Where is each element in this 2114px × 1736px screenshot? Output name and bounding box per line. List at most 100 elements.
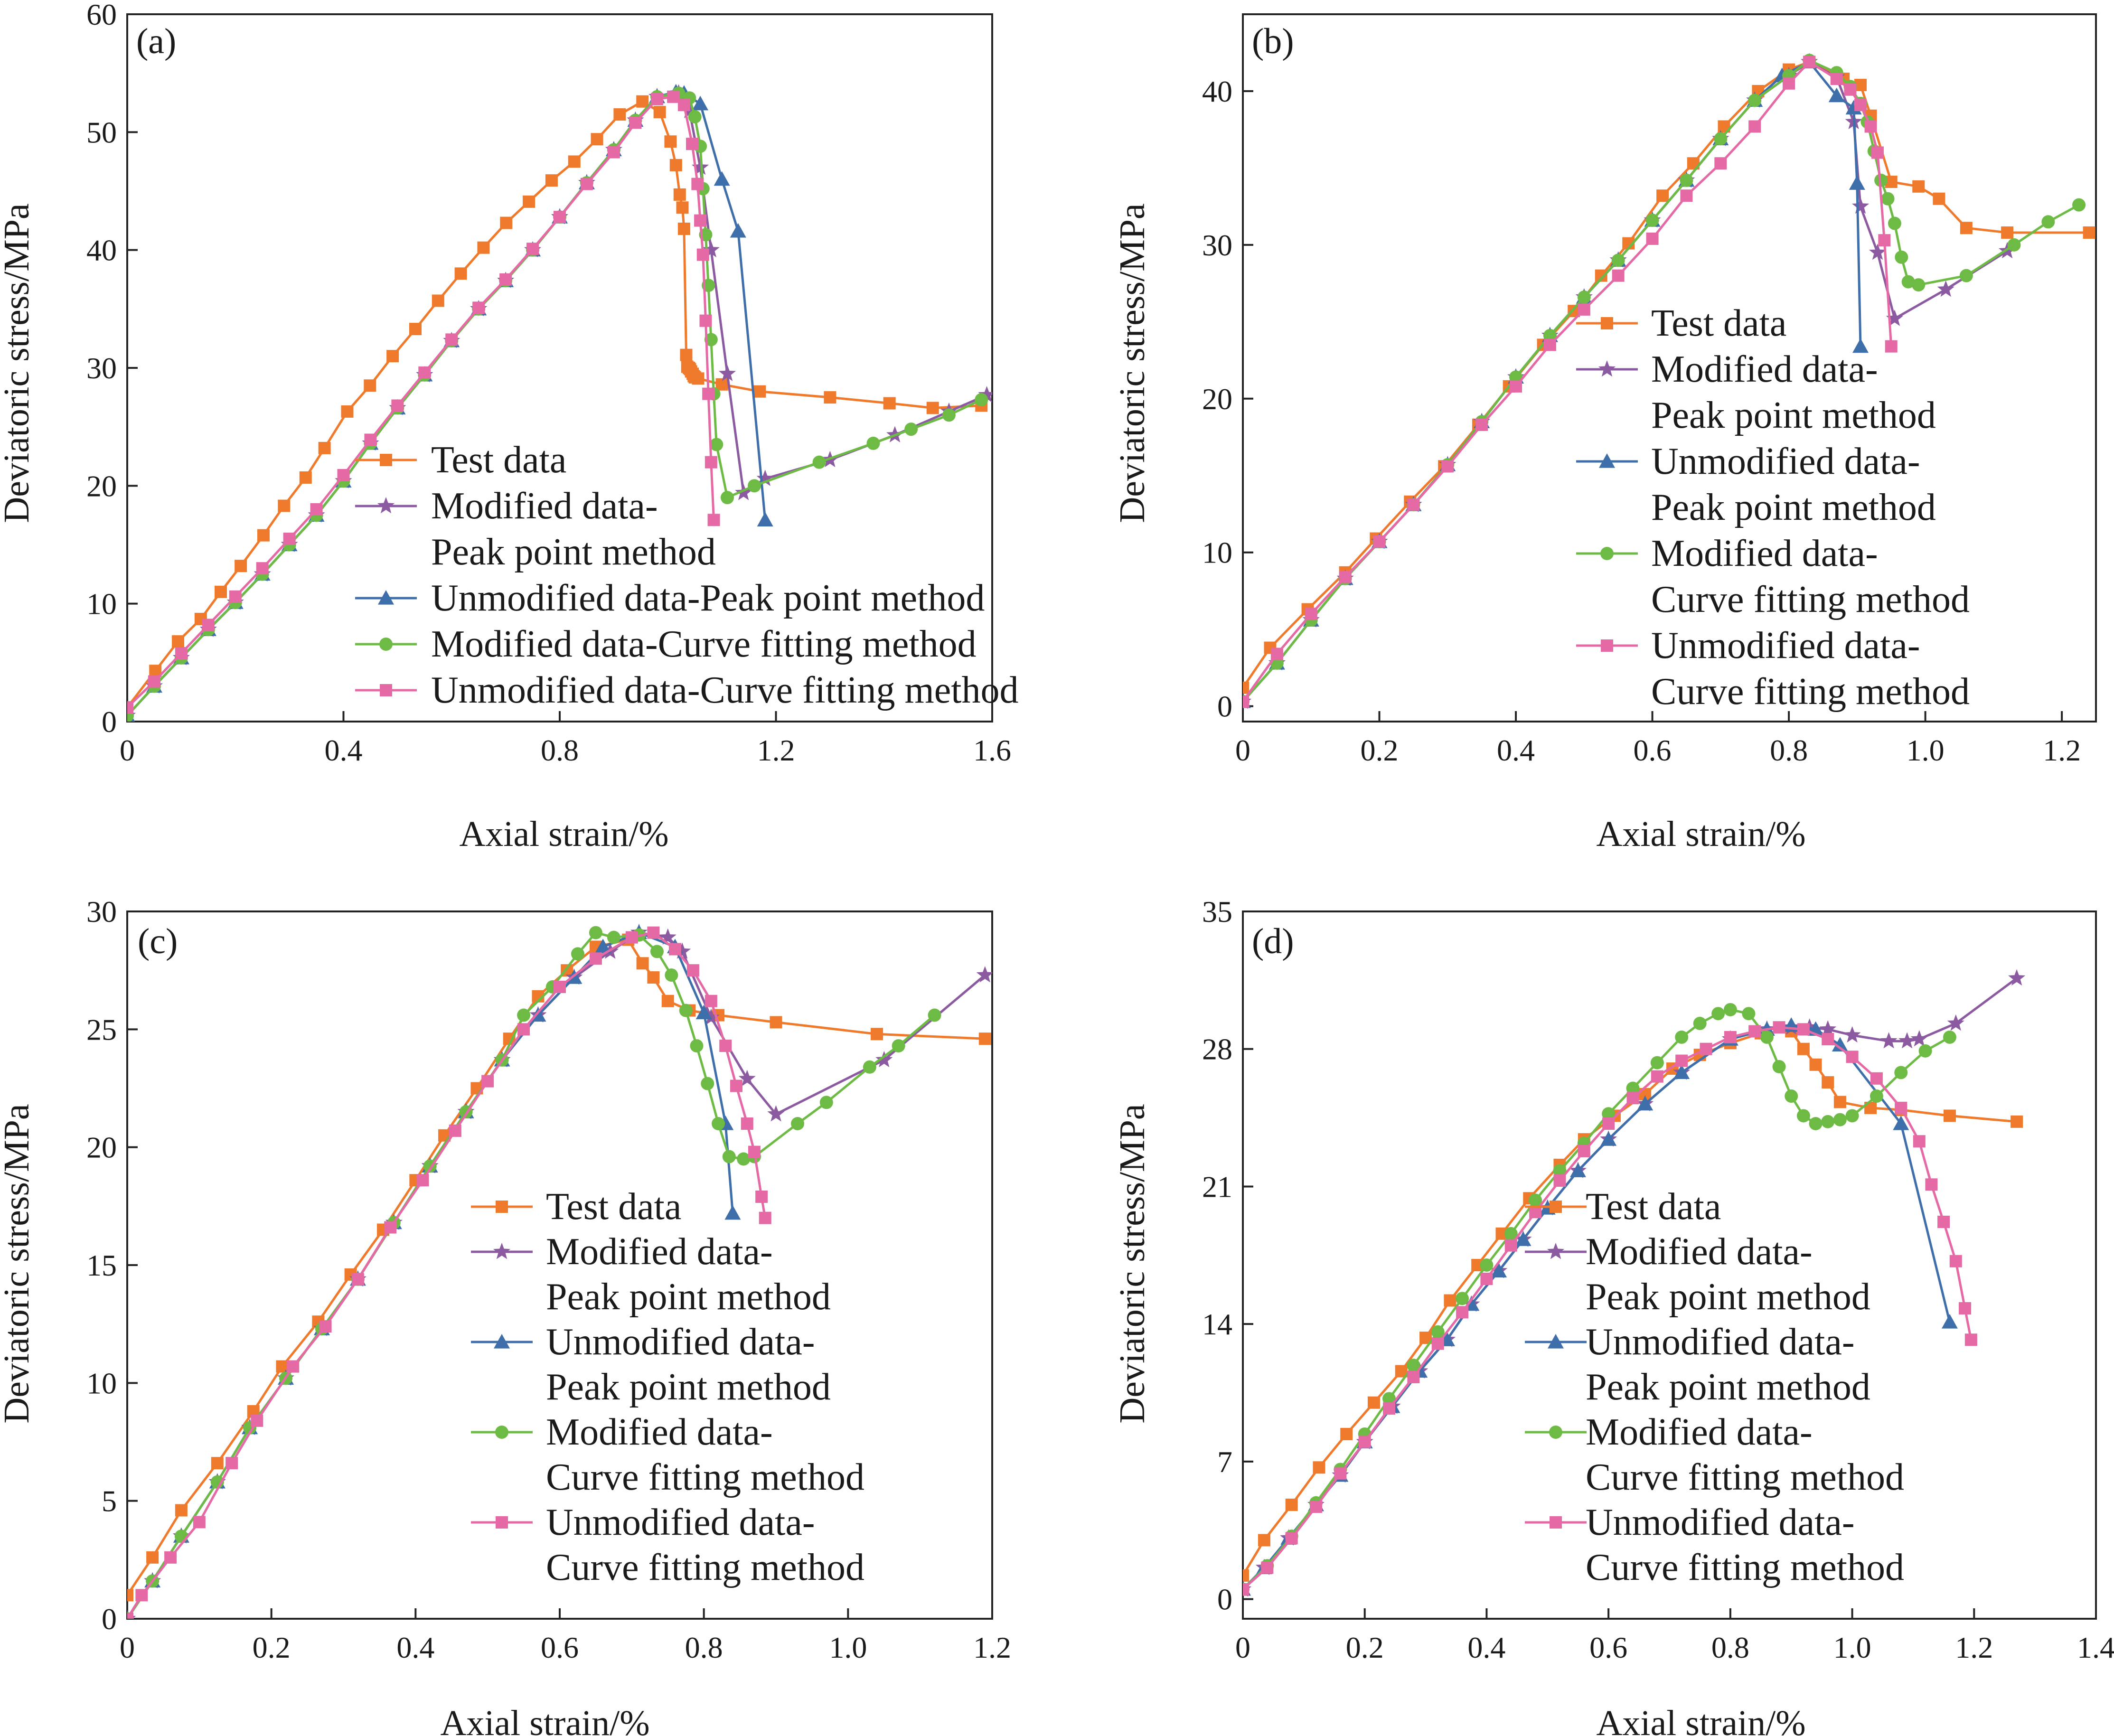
panel-1-unmodified-data-curve-fitting-method-point bbox=[705, 456, 717, 469]
panel-3-unmodified-data-curve-fitting-method-point bbox=[759, 1211, 771, 1224]
panel-2-modified-data-curve-fitting-method-point bbox=[1874, 173, 1888, 187]
panel-3-unmodified-data-curve-fitting-method-point bbox=[384, 1221, 397, 1234]
panel-1-modified-data-curve-fitting-method-point bbox=[812, 455, 826, 469]
panel-1-legend-unmodified-data-peak-point-method-text: Unmodified data-Peak point method bbox=[431, 577, 985, 619]
panel-2-unmodified-data-curve-fitting-method-point bbox=[1854, 99, 1867, 112]
panel-4-legend-unmodified-data-peak-point-method-text: Unmodified data- bbox=[1586, 1321, 1854, 1363]
panel-3-test-data-point bbox=[636, 957, 649, 970]
panel-2-modified-data-curve-fitting-method-point bbox=[1895, 250, 1908, 264]
panel-3-unmodified-data-peak-point-method-point bbox=[595, 938, 611, 954]
panel-2-modified-data-curve-fitting-method-point bbox=[1714, 132, 1728, 146]
panel-2-y-tick-label: 30 bbox=[1202, 228, 1232, 262]
panel-4-unmodified-data-curve-fitting-method-point bbox=[1310, 1501, 1323, 1513]
panel-4-test-data-point bbox=[1285, 1498, 1298, 1511]
panel-2-unmodified-data-curve-fitting-method-point bbox=[1871, 146, 1884, 159]
y-axis-title-b: Deviatoric stress/MPa bbox=[1112, 203, 1152, 523]
panel-3-unmodified-data-curve-fitting-method-point bbox=[719, 1040, 732, 1052]
panel-4-modified-data-curve-fitting-method-point bbox=[1602, 1107, 1616, 1121]
panel-3-modified-data-curve-fitting-method-point bbox=[690, 1039, 704, 1053]
panel-1-legend-modified-data-curve-fitting-method-text: Modified data-Curve fitting method bbox=[431, 623, 977, 665]
panel-1-test-data-point bbox=[454, 267, 467, 280]
panel-4-legend-test-data-marker bbox=[1550, 1201, 1562, 1213]
panel-4-unmodified-data-curve-fitting-method-point bbox=[1285, 1532, 1298, 1545]
panel-3-test-data-point bbox=[276, 1360, 289, 1373]
panel-2-unmodified-data-curve-fitting-method-point bbox=[1680, 189, 1693, 202]
panel-3-unmodified-data-curve-fitting-method-point bbox=[416, 1174, 429, 1187]
panel-3-legend-test-data-marker bbox=[496, 1201, 508, 1213]
panel-4-unmodified-data-peak-point-method-point bbox=[1491, 1263, 1507, 1278]
panel-4-modified-data-curve-fitting-method-point bbox=[1870, 1089, 1883, 1103]
panel-4-modified-data-curve-fitting-method-point bbox=[1431, 1325, 1445, 1339]
panel-1-unmodified-data-curve-fitting-method-point bbox=[629, 116, 642, 129]
panel-4-modified-data-curve-fitting-method-point bbox=[1711, 1007, 1725, 1021]
panel-4-unmodified-data-curve-fitting-method-point bbox=[1651, 1070, 1663, 1083]
panel-1-modified-data-curve-fitting-method-point bbox=[975, 393, 988, 407]
panel-1-y-tick-label: 60 bbox=[86, 0, 117, 31]
panel-4-unmodified-data-curve-fitting-method-point bbox=[1964, 1333, 1977, 1346]
panel-2-series-group bbox=[1243, 53, 2095, 709]
panel-3-y-tick-label: 10 bbox=[86, 1366, 117, 1400]
panel-3-x-tick-label: 0.8 bbox=[685, 1631, 723, 1664]
panel-3-unmodified-data-curve-fitting-method-point bbox=[127, 1613, 133, 1619]
panel-2-modified-data-curve-fitting-method-point bbox=[1611, 253, 1625, 267]
panel-3-y-tick-label: 30 bbox=[86, 895, 117, 929]
panel-1-series-group bbox=[127, 84, 992, 722]
panel-2-x-tick-label: 1.0 bbox=[1907, 733, 1945, 767]
panel-2-x-tick-label: 0.4 bbox=[1497, 733, 1535, 767]
panel-4-test-data-point bbox=[1797, 1042, 1810, 1055]
panel-4-legend-unmodified-data-curve-fitting-method-marker bbox=[1550, 1516, 1562, 1529]
panel-2-legend-unmodified-data-peak-point-method-text: Unmodified data- bbox=[1651, 441, 1920, 482]
panel-4-modified-data-curve-fitting-method-point bbox=[1760, 1030, 1774, 1044]
panel-2-unmodified-data-curve-fitting-method-point bbox=[1510, 380, 1522, 393]
panel-1-modified-data-curve-fitting-method-point bbox=[721, 491, 734, 505]
panel-1-x-tick-label: 0 bbox=[120, 733, 135, 767]
panel-3-modified-data-curve-fitting-method-point bbox=[571, 947, 584, 961]
panel-4-unmodified-data-curve-fitting-method-point bbox=[1504, 1239, 1517, 1252]
panel-2-unmodified-data-curve-fitting-method-point bbox=[1830, 73, 1843, 85]
panel-4-x-tick-label: 1.2 bbox=[1955, 1631, 1993, 1664]
panel-2-modified-data-curve-fitting-method-point bbox=[1901, 275, 1915, 289]
panel-1-modified-data-curve-fitting-method-point bbox=[747, 479, 761, 493]
panel-4-test-data-point bbox=[1822, 1076, 1834, 1089]
panel-4-unmodified-data-curve-fitting-method-point bbox=[1870, 1072, 1883, 1085]
panel-1-unmodified-data-curve-fitting-method-point bbox=[691, 178, 704, 190]
panel-2-legend-unmodified-data-curve-fitting-method-marker bbox=[1601, 639, 1613, 652]
panel-1-unmodified-data-peak-point-method-point bbox=[730, 223, 746, 238]
panel-1-test-data-point bbox=[477, 241, 490, 254]
panel-2-unmodified-data-curve-fitting-method-point bbox=[1783, 77, 1795, 90]
panel-2-modified-data-curve-fitting-method-point bbox=[2072, 198, 2086, 212]
panel-4-unmodified-data-curve-fitting-method-point bbox=[1700, 1042, 1712, 1055]
panel-1-modified-data-curve-fitting-method-point bbox=[942, 408, 956, 422]
panel-2-y-tick-label: 10 bbox=[1202, 536, 1232, 570]
panel-2-modified-data-peak-point-method-point bbox=[1937, 280, 1954, 297]
panel-4-unmodified-data-curve-fitting-method-point bbox=[1846, 1051, 1859, 1063]
panel-2-unmodified-data-curve-fitting-method-point bbox=[1243, 695, 1249, 708]
panel-4-frame bbox=[1242, 910, 2097, 1620]
panel-3-unmodified-data-curve-fitting-method-point bbox=[730, 1079, 742, 1092]
panel-1-test-data-point bbox=[235, 560, 247, 572]
panel-1-test-data-point bbox=[386, 350, 399, 363]
panel-2-unmodified-data-curve-fitting-method-point bbox=[1270, 647, 1283, 660]
panel-3-unmodified-data-curve-fitting-method-point bbox=[351, 1273, 364, 1286]
panel-4-legend-unmodified-data-curve-fitting-method-text: Unmodified data- bbox=[1586, 1501, 1854, 1543]
panel-3-modified-data-peak-point-method-point bbox=[767, 1105, 785, 1122]
panel-4-legend-modified-data-curve-fitting-method-text: Curve fitting method bbox=[1586, 1456, 1904, 1498]
panel-label-b: (b) bbox=[1252, 21, 1294, 61]
panel-4-x-tick-label: 0.4 bbox=[1467, 1631, 1505, 1664]
panel-3-unmodified-data-curve-fitting-method-point bbox=[589, 952, 602, 965]
panel-3-y-tick-label: 15 bbox=[86, 1248, 117, 1282]
panel-3-test-data-point bbox=[146, 1551, 159, 1564]
panel-2-legend-modified-data-curve-fitting-method-text: Modified data- bbox=[1651, 533, 1878, 574]
panel-4-modified-data-curve-fitting-method-point bbox=[1529, 1193, 1542, 1207]
panel-1-legend-test-data-text: Test data bbox=[431, 439, 566, 481]
panel-label-d: (d) bbox=[1252, 921, 1294, 961]
panel-1-unmodified-data-curve-fitting-method-point bbox=[580, 178, 593, 190]
panel-3-modified-data-peak-point-method-point bbox=[659, 928, 676, 945]
panel-3-modified-data-peak-point-method-point bbox=[674, 942, 691, 959]
panel-4-modified-data-peak-point-method-point bbox=[2008, 969, 2026, 986]
panel-2-test-data-point bbox=[1933, 192, 1945, 205]
panel-1-test-data-point bbox=[715, 378, 728, 391]
panel-1-unmodified-data-curve-fitting-method-point bbox=[686, 138, 698, 150]
